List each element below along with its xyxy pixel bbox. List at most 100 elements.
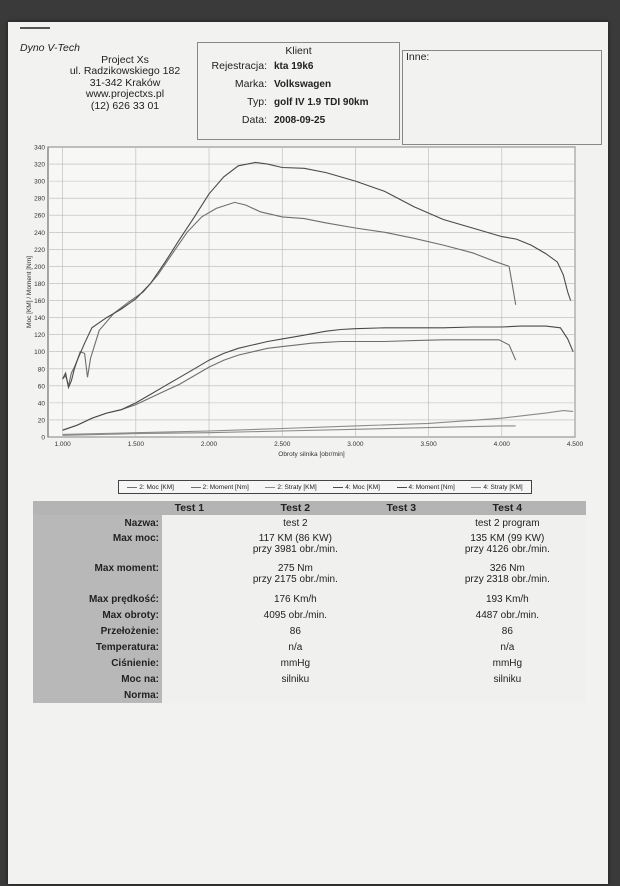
results-cell: 4095 obr./min. — [216, 607, 374, 623]
y-tick-label: 0 — [41, 435, 45, 442]
y-tick-label: 280 — [34, 196, 45, 203]
x-tick-label: 3.000 — [347, 441, 364, 448]
x-tick-label: 4.500 — [567, 441, 584, 448]
results-cell — [428, 687, 586, 703]
results-cell: 193 Km/h — [428, 591, 586, 607]
results-cell — [373, 687, 429, 703]
y-tick-label: 120 — [34, 332, 45, 339]
results-row: Max prędkość: 176 Km/h 193 Km/h — [33, 591, 586, 607]
y-tick-label: 200 — [34, 264, 45, 271]
results-cell — [373, 639, 429, 655]
y-tick-label: 160 — [34, 298, 45, 305]
results-cell — [373, 515, 429, 531]
results-cell: 117 KM (86 KW) przy 3981 obr./min. — [216, 531, 374, 561]
legend-item: 4: Moc [KM] — [333, 484, 380, 491]
y-tick-label: 260 — [34, 213, 45, 220]
y-tick-label: 20 — [38, 417, 46, 424]
legend-swatch — [190, 486, 201, 488]
legend-label: 2: Moc [KM] — [139, 483, 174, 491]
results-label: Max moment: — [33, 561, 162, 591]
results-cell: 4487 obr./min. — [428, 607, 586, 623]
results-row: Ciśnienie: mmHg mmHg — [33, 655, 586, 671]
y-tick-label: 300 — [34, 179, 45, 186]
company-web: www.projectxs.pl — [85, 88, 165, 100]
client-box: Klient Rejestracja: kta 19k6 Marka: Volk… — [197, 42, 400, 140]
series-line — [62, 161, 572, 390]
results-cell — [216, 687, 374, 703]
results-cell-sub: przy 3981 obr./min. — [252, 544, 338, 555]
y-tick-label: 40 — [38, 400, 46, 407]
results-cell: test 2 program — [428, 515, 586, 531]
results-cell: mmHg — [216, 655, 374, 671]
results-row: Nazwa: test 2 test 2 program — [33, 515, 586, 531]
results-row: Temperatura: n/a n/a — [33, 639, 586, 655]
dyno-chart: 0 20 40 60 80 100 120 140 160 180 200 220 240 260 280 3… — [26, 145, 584, 459]
results-cell — [373, 561, 429, 591]
client-label: Marka: — [234, 78, 267, 90]
chart-legend: 2: Moc [KM] 2: Moment [Nm] 2: Straty [KM] 4… — [118, 480, 532, 494]
company-header: Dyno V-Tech Project Xs ul. Radzikowskieg… — [20, 42, 220, 112]
legend-item: 4: Straty [KM] — [471, 484, 523, 491]
results-cell — [162, 687, 217, 703]
results-cell: 326 Nm przy 2318 obr./min. — [428, 561, 586, 591]
client-label: Typ: — [247, 96, 267, 108]
results-cell — [373, 623, 429, 639]
results-row: Moc na: silniku silniku — [33, 671, 586, 687]
results-row: Max obroty: 4095 obr./min. 4487 obr./min… — [33, 607, 586, 623]
results-cell — [373, 591, 429, 607]
legend-swatch — [471, 486, 482, 488]
results-row: Przełożenie: 86 86 — [33, 623, 586, 639]
legend-item: 2: Straty [KM] — [265, 483, 317, 491]
other-box: Inne: — [402, 50, 602, 145]
results-label: Temperatura: — [33, 639, 162, 655]
results-cell: n/a — [216, 639, 374, 655]
results-cell — [373, 671, 429, 687]
results-header-row: Test 1 Test 2 Test 3 Test 4 — [33, 501, 586, 515]
page-mark — [20, 27, 50, 29]
client-title: Klient — [285, 45, 312, 57]
x-axis-label: Obroty silnika [obr/min] — [278, 451, 345, 458]
results-header-cell: Test 3 — [373, 501, 429, 515]
y-axis-label: Moc [KM] / Moment [Nm] — [26, 256, 33, 328]
results-cell-main: 135 KM (99 KW) — [470, 533, 545, 544]
client-row: Marka: Volkswagen — [198, 75, 399, 93]
x-tick-label: 1.000 — [54, 441, 71, 448]
y-tick-label: 220 — [34, 247, 45, 254]
y-tick-label: 180 — [34, 281, 45, 288]
legend-swatch — [127, 486, 138, 488]
series-line — [62, 410, 574, 435]
y-tick-label: 100 — [34, 349, 45, 356]
results-cell — [162, 671, 217, 687]
results-cell — [162, 591, 217, 607]
client-label: Rejestracja: — [211, 60, 267, 72]
results-cell: 86 — [428, 623, 586, 639]
results-cell: silniku — [216, 671, 374, 687]
x-tick-label: 3.500 — [420, 441, 437, 448]
results-cell — [373, 655, 429, 671]
results-label: Moc na: — [33, 671, 162, 687]
company-city: 31-342 Kraków — [89, 76, 161, 89]
results-cell: test 2 — [216, 515, 374, 531]
y-tick-label: 140 — [34, 315, 45, 322]
series-line — [62, 325, 574, 431]
results-header-cell — [33, 501, 162, 515]
plot-area — [47, 146, 576, 438]
client-value: kta 19k6 — [274, 61, 314, 72]
client-label: Data: — [241, 114, 267, 126]
results-label: Ciśnienie: — [33, 655, 162, 671]
client-value: golf IV 1.9 TDI 90km — [274, 97, 369, 108]
results-cell: n/a — [428, 639, 586, 655]
legend-label: 2: Moment [Nm] — [202, 483, 249, 491]
results-cell: 176 Km/h — [216, 591, 374, 607]
results-cell: silniku — [428, 671, 586, 687]
legend-label: 4: Moment [Nm] — [408, 483, 455, 491]
results-cell — [373, 607, 429, 623]
legend-label: 2: Straty [KM] — [277, 483, 317, 491]
company-brand: Dyno V-Tech — [20, 42, 80, 54]
legend-swatch — [265, 486, 276, 488]
x-tick-label: 1.500 — [128, 441, 145, 448]
client-value: Volkswagen — [274, 79, 332, 90]
results-label: Max obroty: — [33, 607, 162, 623]
results-label: Nazwa: — [33, 515, 162, 531]
results-cell — [162, 531, 217, 561]
